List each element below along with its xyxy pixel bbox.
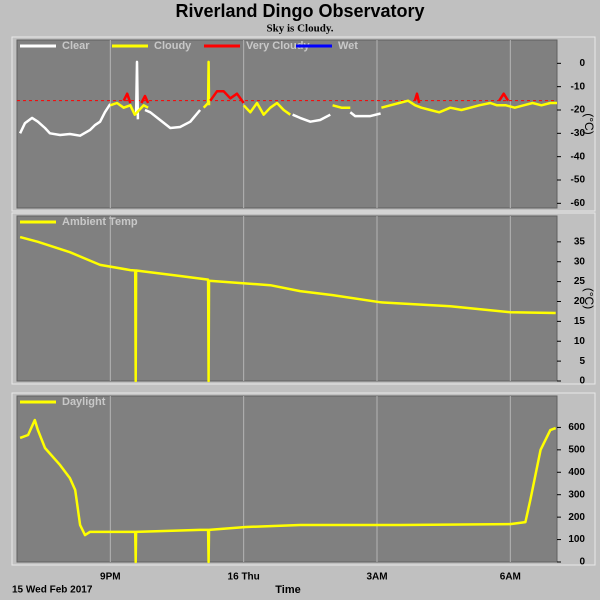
y-tick-label: -10 <box>571 81 586 92</box>
data-line <box>109 60 557 116</box>
y-tick-label: 0 <box>579 376 585 387</box>
y-tick-label: 10 <box>574 336 586 347</box>
x-tick-label: 16 Thu <box>228 572 260 583</box>
legend-label: Cloudy <box>154 40 192 52</box>
y-tick-label: 0 <box>579 58 585 69</box>
legend-label: Clear <box>62 40 90 52</box>
plot-area <box>16 395 558 563</box>
y-tick-label: 20 <box>574 296 586 307</box>
data-line <box>122 90 510 104</box>
legend-label: Ambient Temp <box>62 216 138 228</box>
plot-area <box>16 39 558 209</box>
y-tick-label: -20 <box>571 105 586 116</box>
y-tick-label: 300 <box>568 489 585 500</box>
legend-label: Daylight <box>62 396 106 408</box>
data-line <box>18 60 381 137</box>
chart-subtitle: Sky is Cloudy. <box>267 23 334 35</box>
y-tick-label: 0 <box>579 557 585 568</box>
y-tick-label: -30 <box>571 128 586 139</box>
y-tick-label: -60 <box>571 198 586 209</box>
y-tick-label: 25 <box>574 276 586 287</box>
data-line <box>19 235 556 383</box>
x-axis-label: Time <box>275 584 300 596</box>
data-line <box>19 418 557 564</box>
y-tick-label: -40 <box>571 151 586 162</box>
x-tick-label: 3AM <box>366 572 387 583</box>
legend-label: Very Cloudy <box>246 40 310 52</box>
date-label: 15 Wed Feb 2017 <box>12 585 93 596</box>
y-tick-label: 30 <box>574 256 586 267</box>
y-tick-label: 600 <box>568 422 585 433</box>
y-tick-label: 35 <box>574 236 586 247</box>
x-tick-label: 9PM <box>100 572 121 583</box>
plot-area <box>16 215 558 382</box>
y-axis-label: (°C) <box>582 288 596 309</box>
chart-title: Riverland Dingo Observatory <box>175 1 424 21</box>
y-axis-label: (°C) <box>582 113 596 134</box>
y-tick-label: -50 <box>571 175 586 186</box>
y-tick-label: 500 <box>568 444 585 455</box>
x-tick-label: 6AM <box>500 572 521 583</box>
y-tick-label: 400 <box>568 467 585 478</box>
y-tick-label: 5 <box>579 356 585 367</box>
y-tick-label: 200 <box>568 512 585 523</box>
legend-label: Wet <box>338 40 358 52</box>
y-tick-label: 100 <box>568 534 585 545</box>
y-tick-label: 15 <box>574 316 586 327</box>
